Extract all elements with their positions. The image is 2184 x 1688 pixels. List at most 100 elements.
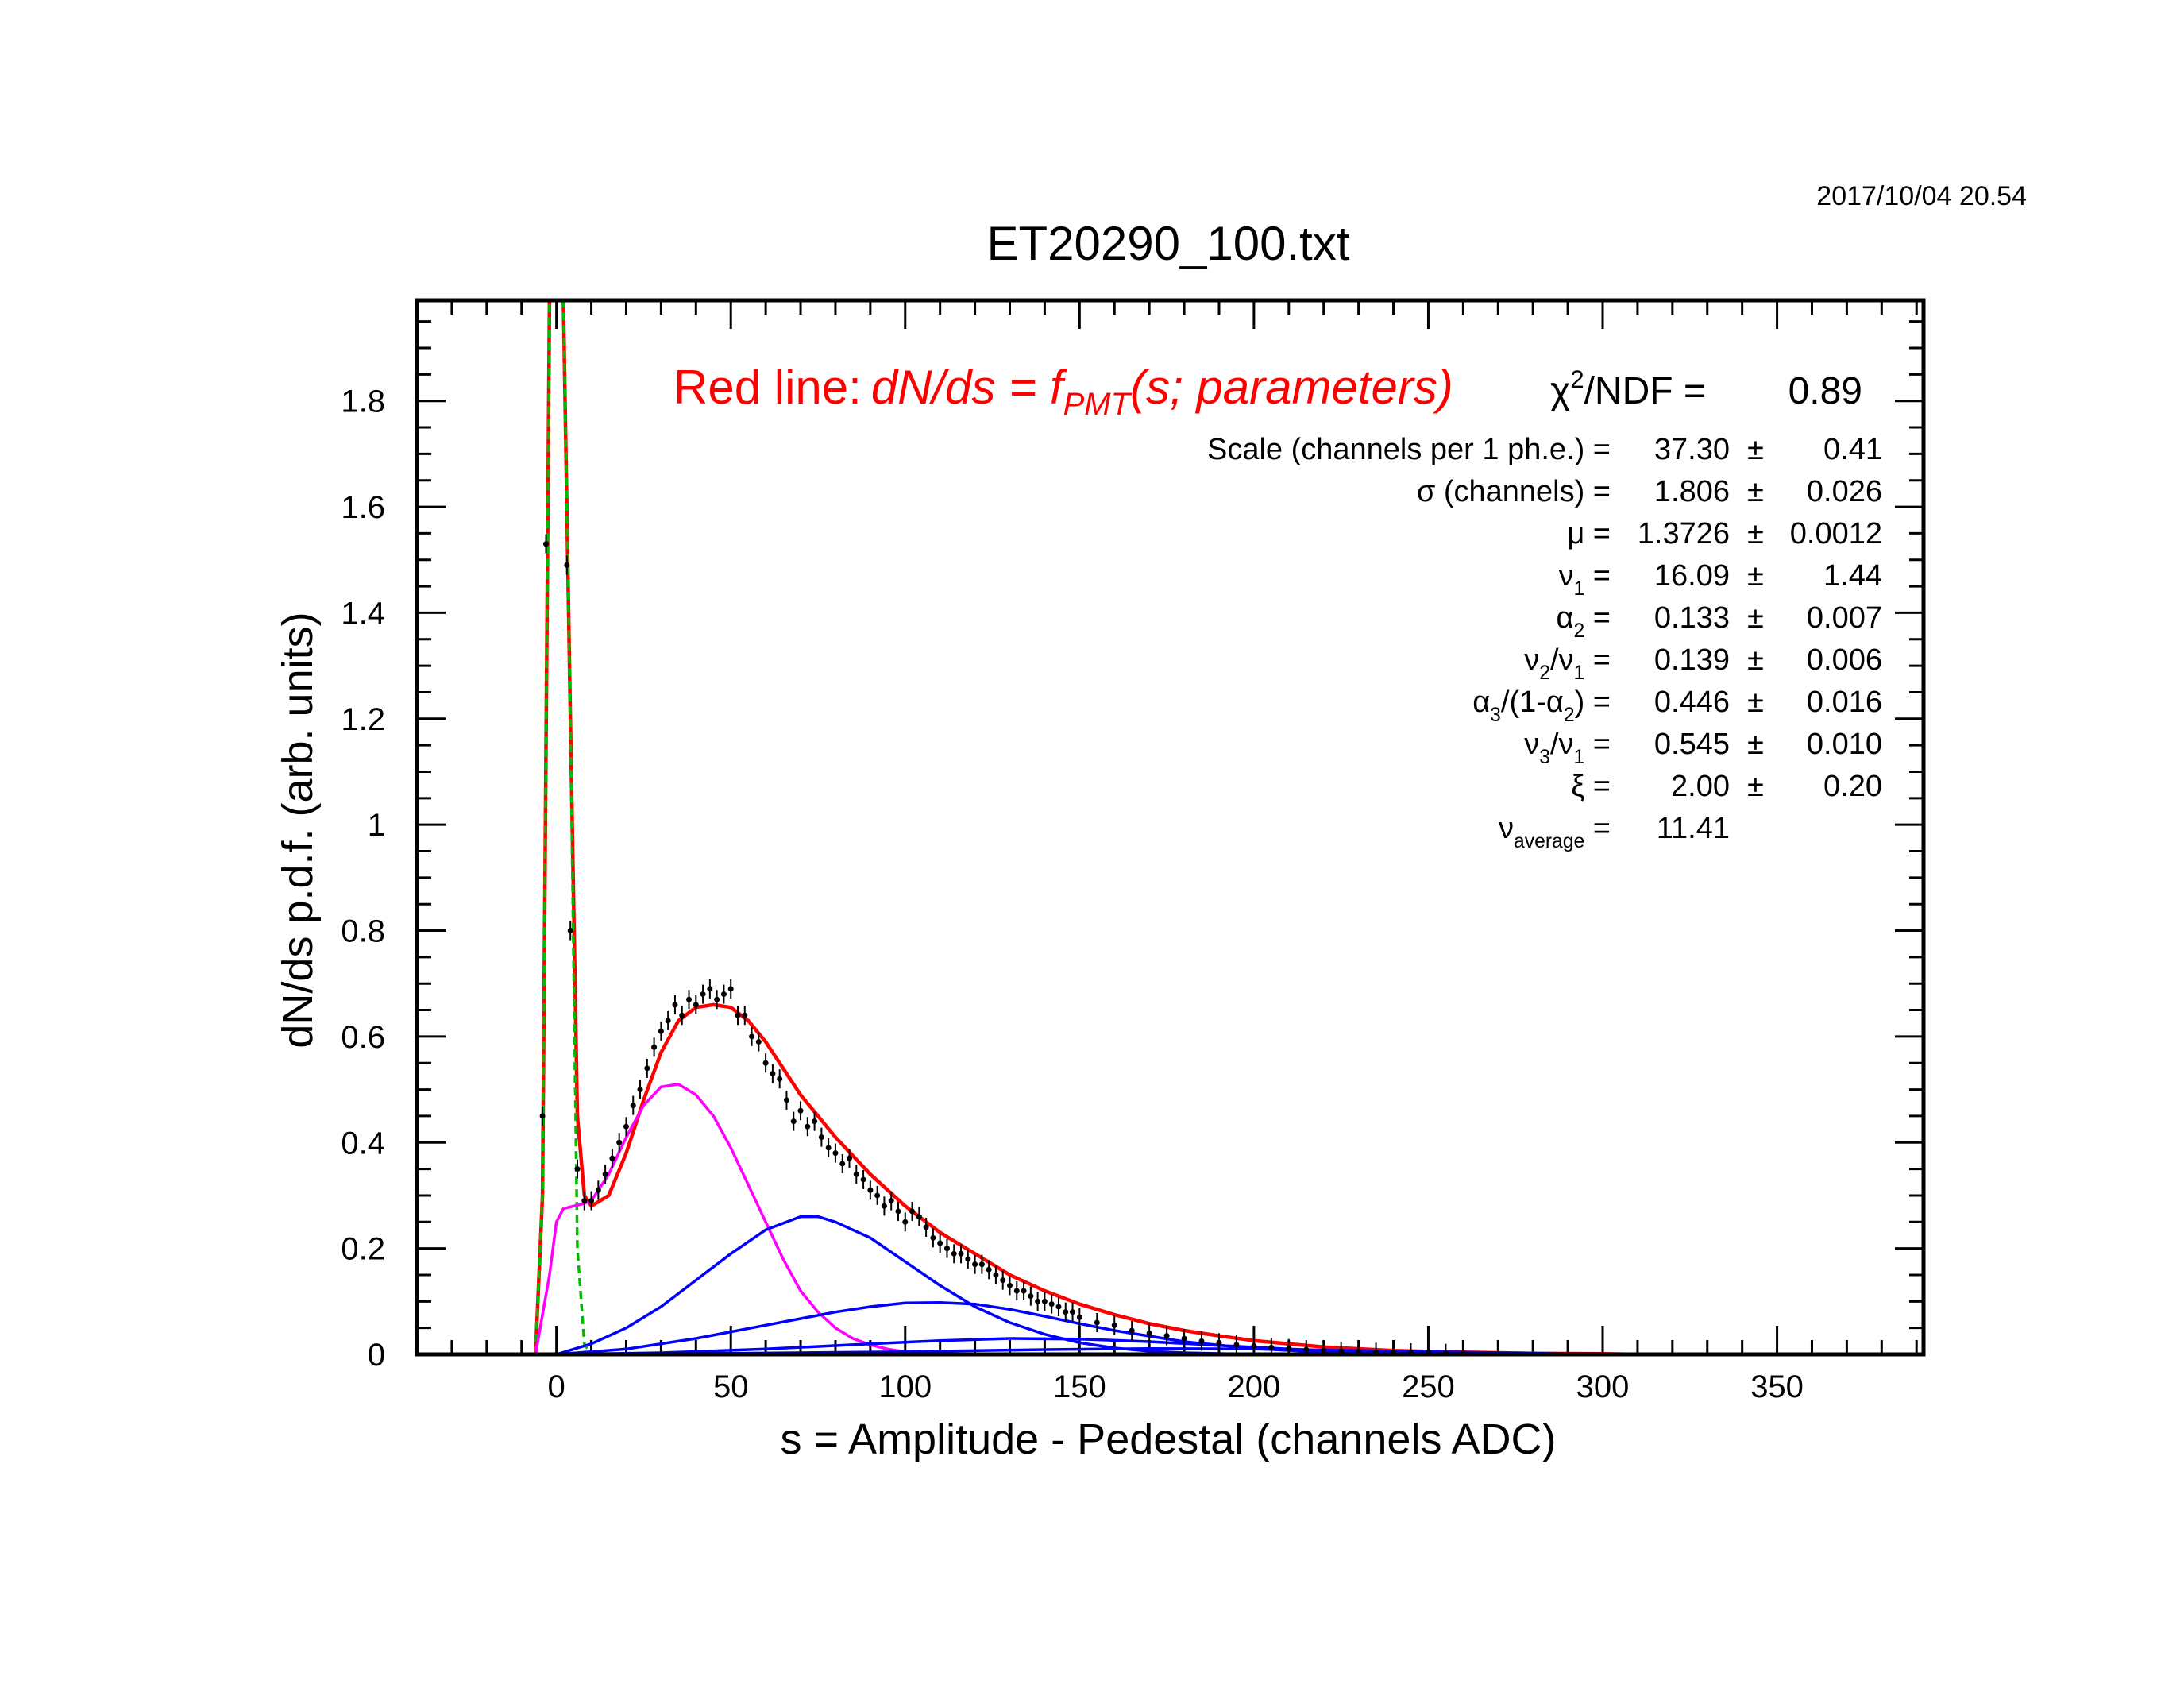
fit-legend-formula: dN/ds = f — [871, 361, 1067, 414]
data-point — [735, 1012, 741, 1018]
timestamp: 2017/10/04 20.54 — [1816, 181, 2027, 211]
data-point — [637, 1087, 643, 1093]
data-point — [805, 1123, 811, 1130]
fit-stat-plusminus: ± — [1747, 517, 1764, 550]
fit-stat-plusminus: ± — [1747, 559, 1764, 593]
fit-stats: χ2/NDF = 0.89 Scale (channels per 1 ph.e.)… — [1207, 365, 1882, 852]
fit-stat-plusminus: ± — [1747, 770, 1764, 803]
data-point — [847, 1155, 853, 1161]
data-point — [755, 1039, 762, 1045]
data-point — [762, 1060, 769, 1066]
data-point — [777, 1076, 783, 1082]
data-point — [1216, 1339, 1222, 1346]
x-tick-label: 0 — [548, 1369, 565, 1404]
y-axis-label: dN/ds p.d.f. (arb. units) — [274, 612, 322, 1048]
series-layer — [534, 300, 1638, 1354]
fit-stat-value: 0.446 — [1654, 686, 1730, 719]
fit-stat-plusminus: ± — [1747, 643, 1764, 677]
data-point — [972, 1261, 978, 1268]
fit-stat-error: 1.44 — [1823, 559, 1882, 593]
data-point — [943, 1246, 950, 1252]
y-tick-label: 1.2 — [341, 702, 385, 737]
data-point — [1181, 1335, 1187, 1342]
y-tick-label: 1.8 — [341, 384, 385, 419]
data-point — [986, 1266, 992, 1273]
x-axis-label: s = Amplitude - Pedestal (channels ADC) — [781, 1416, 1557, 1463]
fit-stat-value: 37.30 — [1654, 433, 1730, 466]
y-tick-label: 1.6 — [341, 490, 385, 525]
chart-title: ET20290_100.txt — [986, 217, 1349, 270]
data-point — [542, 541, 549, 547]
data-point — [616, 1139, 623, 1145]
data-point — [1111, 1322, 1117, 1328]
data-point — [916, 1214, 922, 1220]
data-point — [874, 1192, 881, 1199]
data-point — [1094, 1319, 1100, 1326]
data-point — [790, 1118, 797, 1125]
data-point — [1000, 1277, 1006, 1284]
data-point — [686, 996, 693, 1002]
data-point — [567, 928, 573, 934]
fit-stat-plusminus: ± — [1747, 728, 1764, 761]
data-point — [1268, 1344, 1275, 1350]
data-point — [1055, 1304, 1062, 1310]
fit-stat-label: σ (channels) = — [1417, 475, 1611, 508]
series-line-0 — [534, 300, 1638, 1354]
data-point — [839, 1161, 846, 1167]
data-point — [881, 1203, 887, 1209]
fit-stat-value: 11.41 — [1657, 812, 1730, 845]
data-point — [1076, 1314, 1082, 1320]
data-point — [1286, 1346, 1292, 1352]
fit-stat-label: ν1 = — [1559, 559, 1611, 600]
fit-stat-label: νaverage = — [1499, 812, 1611, 852]
x-tick-label: 100 — [878, 1369, 932, 1404]
x-tick-label: 50 — [713, 1369, 749, 1404]
y-tick-label: 0.8 — [341, 914, 385, 949]
data-point — [812, 1118, 818, 1125]
data-point — [923, 1224, 929, 1230]
fit-stat-error: 0.41 — [1823, 433, 1882, 466]
data-point — [1041, 1298, 1048, 1304]
fit-stat-error: 0.007 — [1807, 601, 1882, 635]
data-point — [588, 1198, 595, 1204]
data-point — [818, 1134, 824, 1141]
data-point — [1070, 1309, 1076, 1315]
fit-stat-error: 0.010 — [1807, 728, 1882, 761]
fit-stat-label: μ = — [1567, 517, 1611, 550]
y-tick-label: 0.6 — [341, 1020, 385, 1055]
data-point — [895, 1208, 901, 1215]
data-point — [1146, 1330, 1152, 1336]
data-point — [720, 991, 727, 998]
data-point — [937, 1240, 943, 1246]
data-point — [665, 1018, 671, 1024]
data-point — [958, 1250, 964, 1257]
x-tick-label: 200 — [1228, 1369, 1281, 1404]
data-point — [623, 1123, 629, 1130]
data-point — [1007, 1282, 1013, 1288]
fit-stat-value: 0.545 — [1654, 728, 1730, 761]
data-point — [630, 1103, 636, 1109]
fit-stat-label: Scale (channels per 1 ph.e.) = — [1207, 433, 1611, 466]
x-tick-label: 250 — [1402, 1369, 1455, 1404]
data-point — [609, 1155, 615, 1161]
data-point — [1303, 1346, 1310, 1353]
y-tick-label: 1.4 — [341, 596, 385, 631]
data-point — [727, 986, 734, 992]
data-point — [770, 1071, 776, 1077]
data-point — [1321, 1347, 1327, 1354]
data-point — [539, 1113, 546, 1119]
x-tick-label: 150 — [1053, 1369, 1106, 1404]
fit-stat-plusminus: ± — [1747, 601, 1764, 635]
fit-stat-value: 0.133 — [1654, 601, 1730, 635]
data-point — [658, 1028, 664, 1034]
data-point — [797, 1107, 804, 1114]
data-point — [1035, 1298, 1041, 1304]
fit-stat-value: 16.09 — [1654, 559, 1730, 593]
x-tick-label: 300 — [1576, 1369, 1630, 1404]
data-point — [1028, 1293, 1034, 1300]
fit-stat-label: ν3/ν1 = — [1524, 728, 1611, 768]
fit-stat-value: 1.3726 — [1638, 517, 1730, 550]
data-point — [860, 1176, 866, 1183]
x-tick-label: 350 — [1750, 1369, 1804, 1404]
data-point — [1129, 1327, 1135, 1334]
